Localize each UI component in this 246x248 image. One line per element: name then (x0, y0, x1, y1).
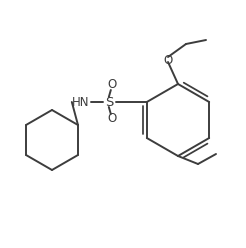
Text: HN: HN (72, 95, 90, 109)
Text: O: O (163, 55, 173, 67)
Text: O: O (107, 113, 116, 125)
Text: S: S (105, 95, 113, 109)
Text: O: O (107, 79, 116, 92)
